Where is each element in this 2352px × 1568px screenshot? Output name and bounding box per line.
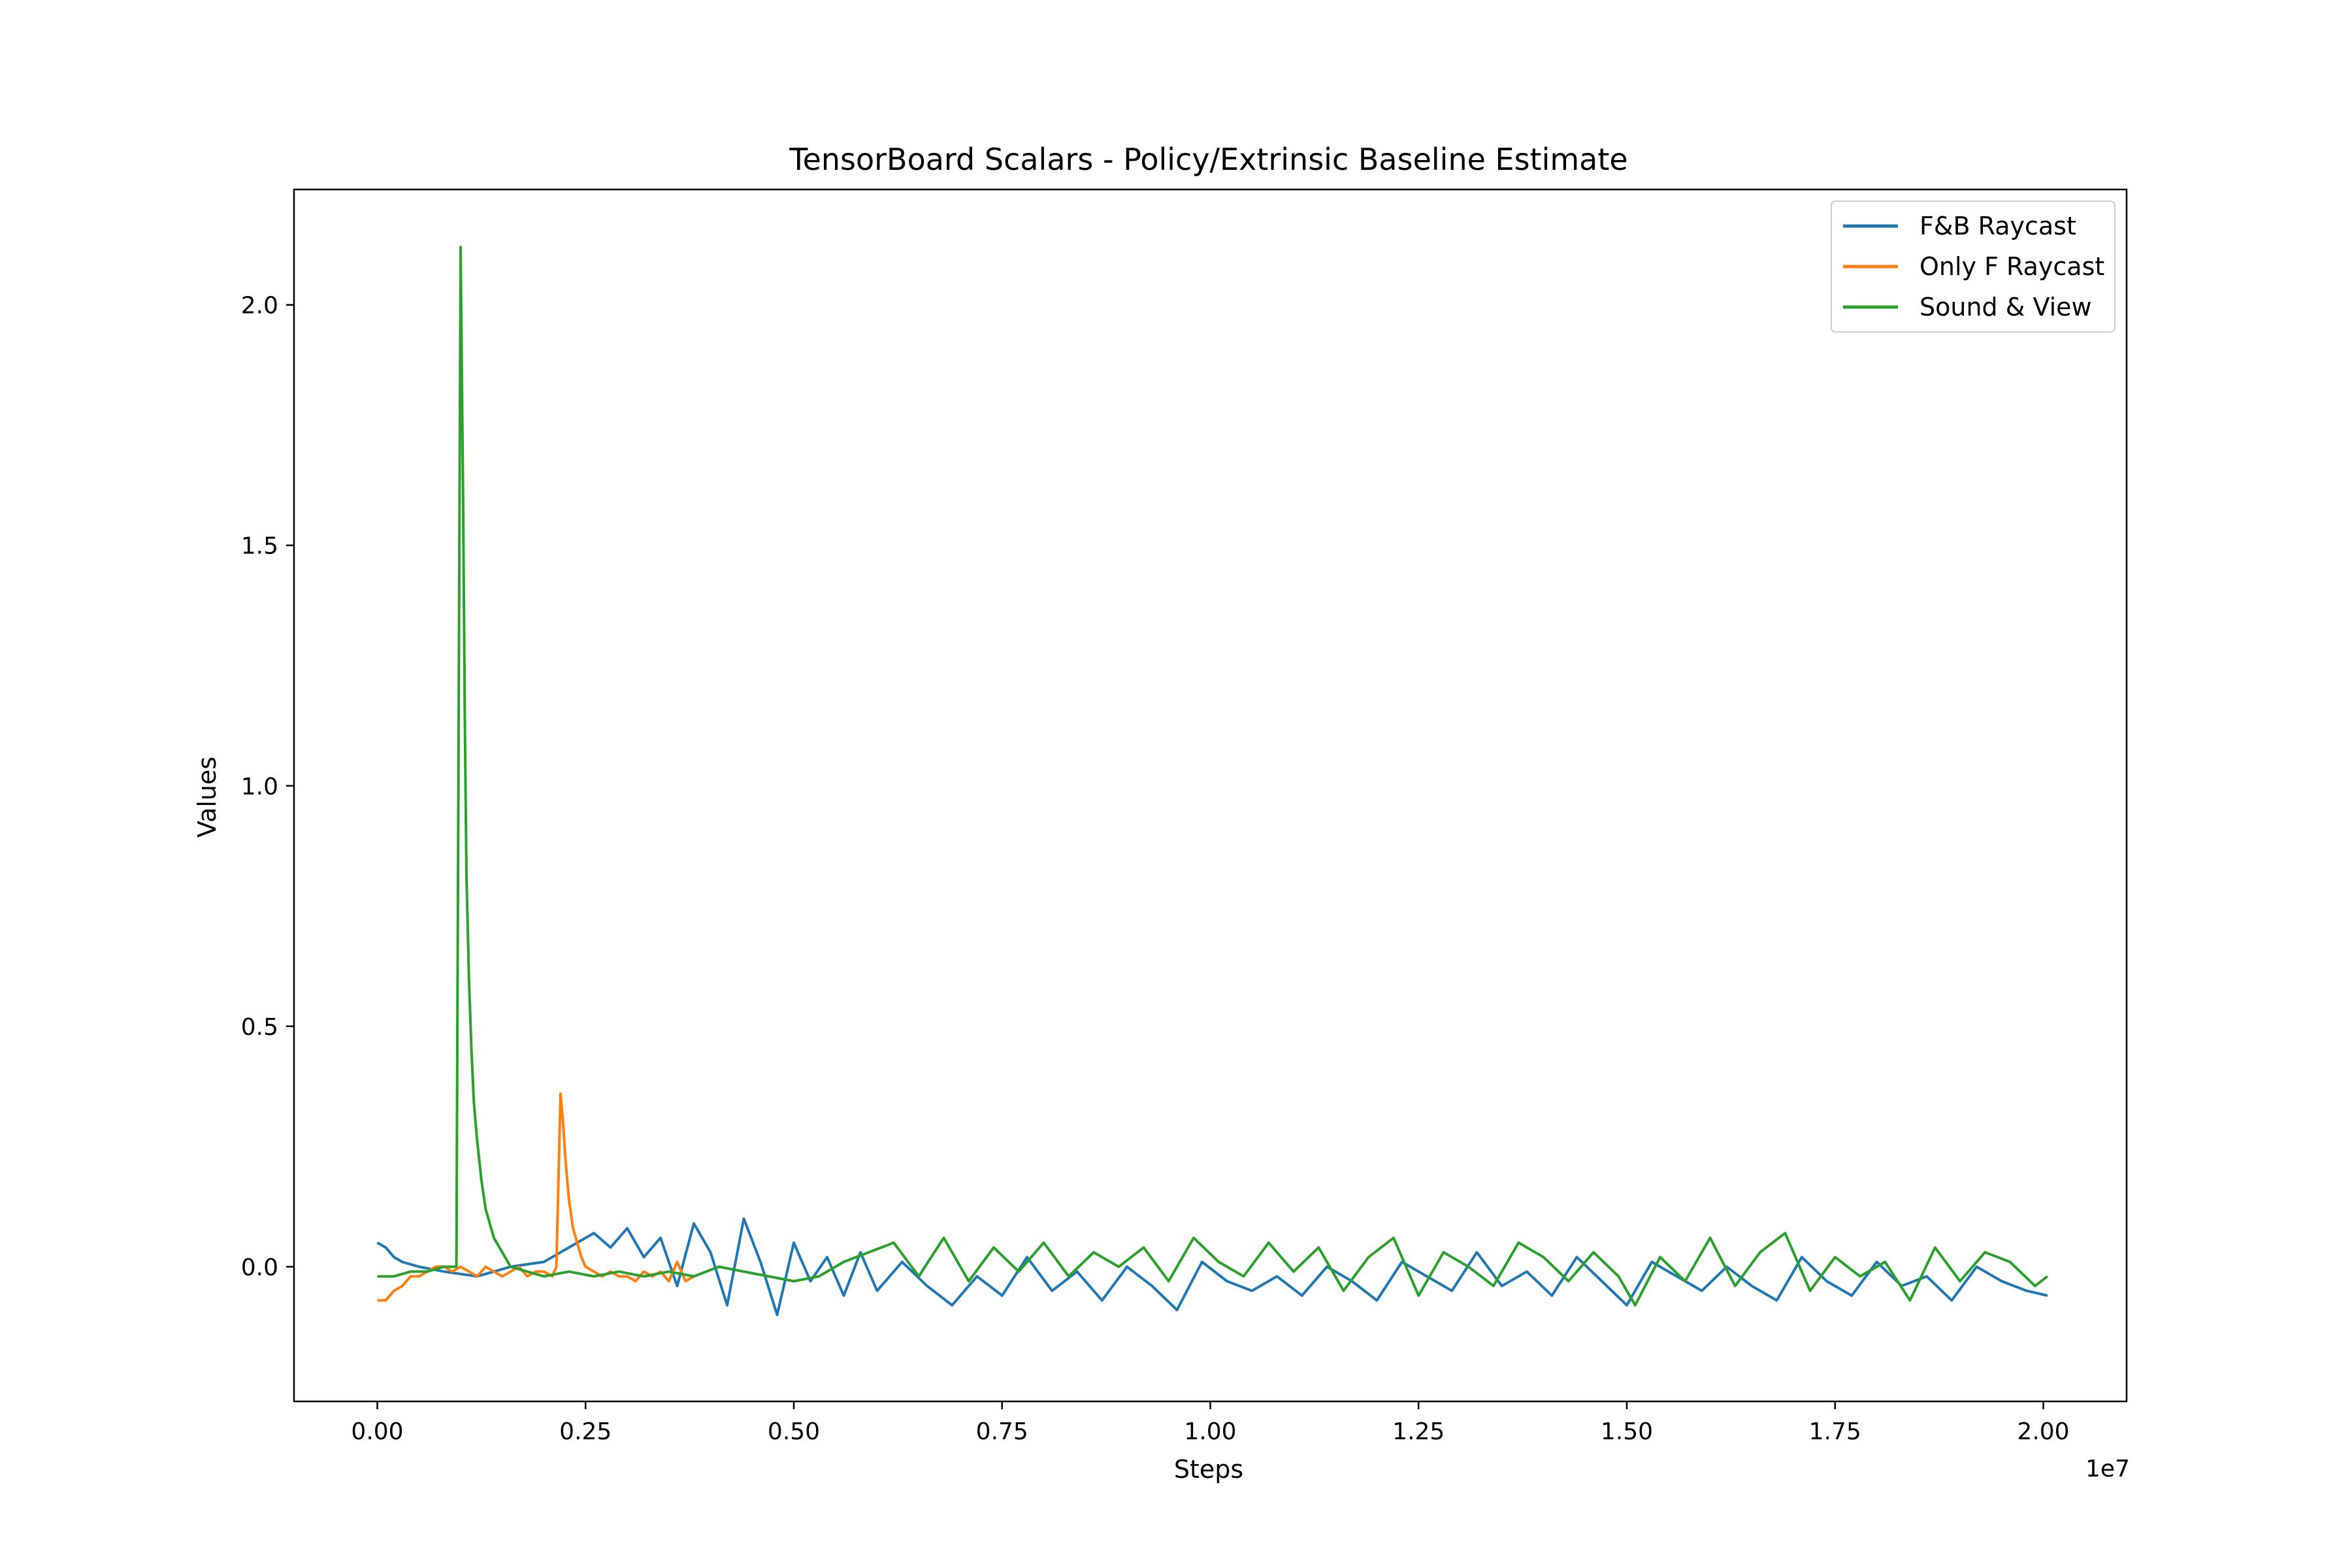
- legend: F&B Raycast Only F Raycast Sound & View: [1831, 201, 2115, 333]
- x-tick-label: 1.00: [1184, 1418, 1236, 1445]
- y-tick-label: 0.0: [241, 1254, 278, 1281]
- x-tick-label: 2.00: [2017, 1418, 2069, 1445]
- legend-label: F&B Raycast: [1919, 212, 2076, 240]
- y-tick-label: 1.0: [241, 774, 278, 800]
- series-line-3: [377, 246, 2049, 1307]
- x-tick-label: 0.00: [351, 1418, 403, 1445]
- chart-title: TensorBoard Scalars - Policy/Extrinsic B…: [789, 142, 1627, 177]
- y-tick-label: 0.5: [241, 1014, 278, 1041]
- x-tick-label: 0.75: [976, 1418, 1028, 1445]
- plot-area: [376, 246, 2049, 1316]
- x-tick-label: 1.75: [1809, 1418, 1861, 1445]
- series-line-1: [376, 1217, 2048, 1316]
- y-tick-label: 2.0: [241, 293, 278, 319]
- x-tick-label: 1.25: [1392, 1418, 1445, 1445]
- legend-label: Only F Raycast: [1919, 252, 2104, 281]
- legend-label: Sound & View: [1919, 293, 2092, 321]
- legend-box: [1831, 201, 2115, 333]
- x-tick-label: 0.50: [768, 1418, 820, 1445]
- y-axis-label: Values: [193, 757, 221, 838]
- axes: 0.00 0.25 0.50 0.75 1.00 1.25 1.50 1.75 2.00 0.0 0…: [241, 188, 2128, 1445]
- x-tick-label: 0.25: [559, 1418, 612, 1445]
- y-tick-label: 1.5: [241, 533, 278, 560]
- x-offset-label: 1e7: [2085, 1456, 2130, 1482]
- x-tick-label: 1.50: [1601, 1418, 1653, 1445]
- x-axis-label: Steps: [1174, 1455, 1243, 1484]
- series-line-2: [377, 1092, 695, 1302]
